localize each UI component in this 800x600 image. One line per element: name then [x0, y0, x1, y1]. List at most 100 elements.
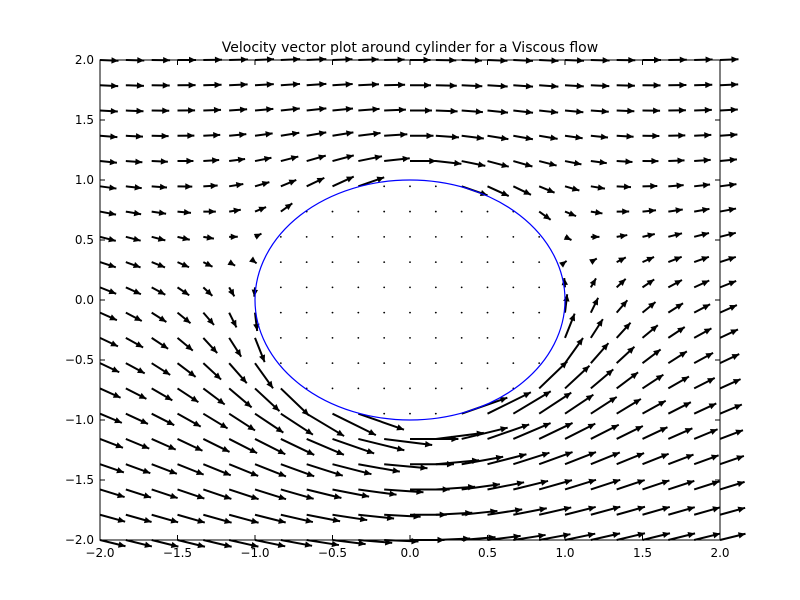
vector-arrow [280, 155, 299, 163]
vector-arrow [254, 81, 274, 88]
vector-arrow [590, 133, 609, 140]
vector-arrow [641, 278, 655, 289]
vector-arrow [125, 133, 144, 140]
y-tick-label: −2.0 [65, 533, 94, 547]
vector-arrow [694, 81, 713, 89]
vector-arrow [228, 513, 259, 524]
vector-dot [383, 362, 386, 365]
vector-arrow [539, 108, 559, 115]
vector-arrow [642, 132, 660, 140]
vector-arrow [332, 175, 355, 188]
vector-arrow [125, 539, 153, 548]
vector-arrow [125, 438, 150, 450]
vector-arrow [332, 154, 355, 163]
vector-arrow [358, 463, 401, 474]
vector-arrow [564, 531, 596, 541]
vector-arrow [280, 106, 300, 113]
vector-arrow [642, 426, 668, 440]
vector-dot [409, 185, 411, 188]
vector-dot [460, 387, 463, 390]
vector-arrow [125, 209, 142, 217]
y-tick-label: 0.5 [75, 233, 94, 247]
vector-arrow [177, 412, 202, 428]
vector-arrow [564, 159, 582, 167]
vector-arrow [641, 301, 657, 314]
vector-dot [512, 336, 515, 339]
vector-dot [409, 286, 411, 289]
vector-arrow [564, 313, 576, 339]
vector-arrow [564, 108, 584, 115]
vector-arrow [332, 488, 370, 499]
vector-dot [486, 235, 489, 238]
vector-dot [279, 362, 282, 365]
vector-arrow [151, 286, 166, 296]
vector-arrow [641, 348, 662, 364]
vector-arrow [719, 353, 740, 365]
vector-arrow [487, 185, 510, 197]
vector-arrow [513, 160, 533, 168]
vector-dot [383, 387, 386, 390]
vector-dot [383, 210, 386, 213]
vector-arrow [693, 532, 721, 541]
vector-arrow [254, 463, 287, 478]
y-tick-label: 0.0 [75, 293, 94, 307]
vector-dot [305, 286, 308, 289]
vector-arrow [254, 438, 286, 456]
vector-arrow [332, 463, 372, 476]
y-tick-label: −0.5 [65, 353, 94, 367]
vector-arrow [151, 337, 169, 350]
vector-arrow [229, 131, 247, 138]
vector-arrow [99, 412, 123, 424]
vector-arrow [693, 352, 714, 365]
vector-arrow [719, 181, 737, 189]
vector-arrow [384, 81, 406, 89]
vector-arrow [280, 387, 310, 417]
vector-arrow [668, 506, 696, 516]
vector-dot [331, 235, 334, 238]
vector-dot [434, 235, 437, 238]
vector-arrow [616, 82, 635, 89]
vector-arrow [384, 437, 433, 448]
vector-dot [357, 336, 360, 339]
vector-arrow [280, 438, 315, 456]
vector-arrow [487, 533, 521, 541]
vector-arrow [254, 362, 274, 389]
x-tick-label: −1.0 [240, 546, 269, 560]
vector-arrow [668, 107, 686, 114]
y-tick-label: 2.0 [75, 53, 94, 67]
vector-arrow [642, 256, 655, 264]
vector-arrow [590, 368, 614, 390]
vector-arrow [615, 322, 632, 339]
vector-arrow [589, 257, 598, 265]
vector-arrow [512, 185, 532, 196]
vector-arrow [693, 480, 720, 491]
cylinder-outline [254, 179, 566, 421]
vector-arrow [99, 82, 119, 89]
vector-dot [460, 286, 463, 289]
vector-arrow [358, 106, 380, 113]
vector-dot [486, 336, 489, 339]
vector-arrow [203, 106, 222, 114]
vector-dot [331, 261, 334, 264]
vector-arrow [280, 539, 313, 548]
vector-arrow [177, 261, 190, 269]
vector-arrow [151, 82, 170, 89]
vector-arrow [487, 108, 509, 116]
vector-arrow [642, 82, 661, 89]
vector-arrow [203, 488, 232, 500]
vector-dot [434, 185, 437, 188]
vector-arrow [694, 182, 711, 189]
vector-arrow [719, 131, 738, 139]
vector-arrow [125, 158, 143, 165]
vector-arrow [590, 478, 621, 491]
vector-arrow [719, 532, 746, 541]
vector-arrow [254, 106, 274, 113]
vector-arrow [693, 231, 710, 238]
vector-arrow [615, 299, 629, 314]
vector-arrow [719, 403, 743, 415]
vector-dot [512, 286, 515, 289]
vector-arrow [280, 412, 314, 436]
vector-arrow [642, 207, 657, 215]
vector-arrow [539, 134, 558, 141]
